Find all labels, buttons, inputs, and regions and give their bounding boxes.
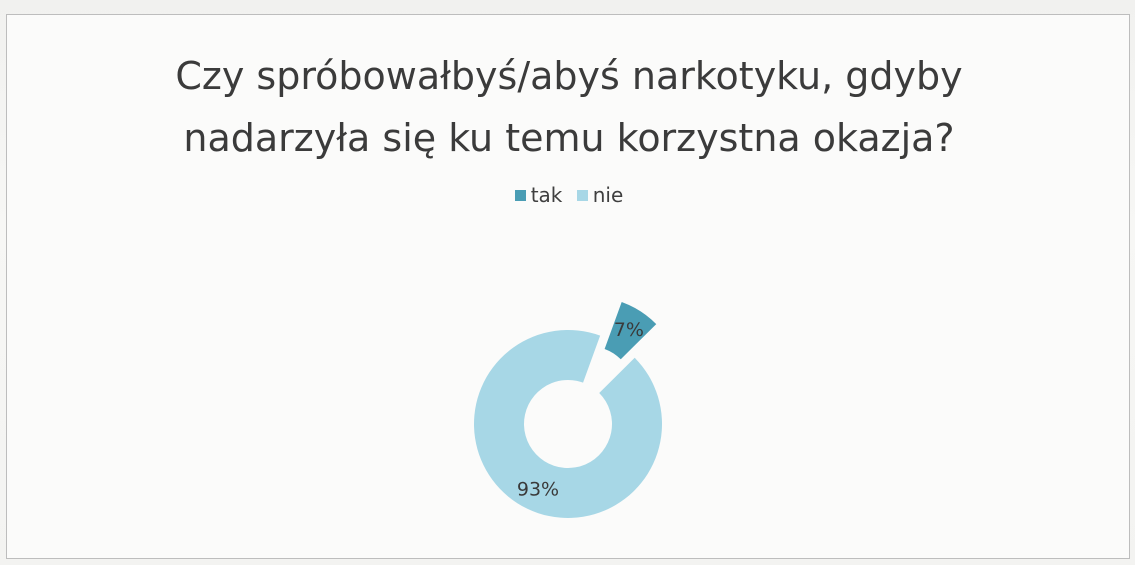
data-label-tak: 7%: [614, 319, 644, 341]
legend-label-tak: tak: [530, 183, 563, 207]
data-label-nie: 93%: [517, 478, 559, 500]
chart-title-line-1: Czy spróbowałbyś/abyś narkotyku, gdyby: [175, 54, 963, 98]
legend-swatch-tak: [514, 190, 526, 201]
legend-swatch-nie: [576, 190, 588, 201]
doughnut-chart: 7% 93%: [474, 301, 662, 518]
chart-area: Czy spróbowałbyś/abyś narkotyku, gdyby n…: [6, 14, 1130, 559]
chart-title: Czy spróbowałbyś/abyś narkotyku, gdyby n…: [7, 45, 1131, 169]
legend-label-nie: nie: [592, 183, 624, 207]
chart-title-line-2: nadarzyła się ku temu korzystna okazja?: [183, 116, 955, 160]
legend-item-tak: tak: [514, 183, 563, 207]
slice-nie: [474, 329, 662, 518]
legend-item-nie: nie: [576, 183, 624, 207]
chart-legend: tak nie: [7, 183, 1131, 207]
slice-tak: [604, 301, 657, 360]
